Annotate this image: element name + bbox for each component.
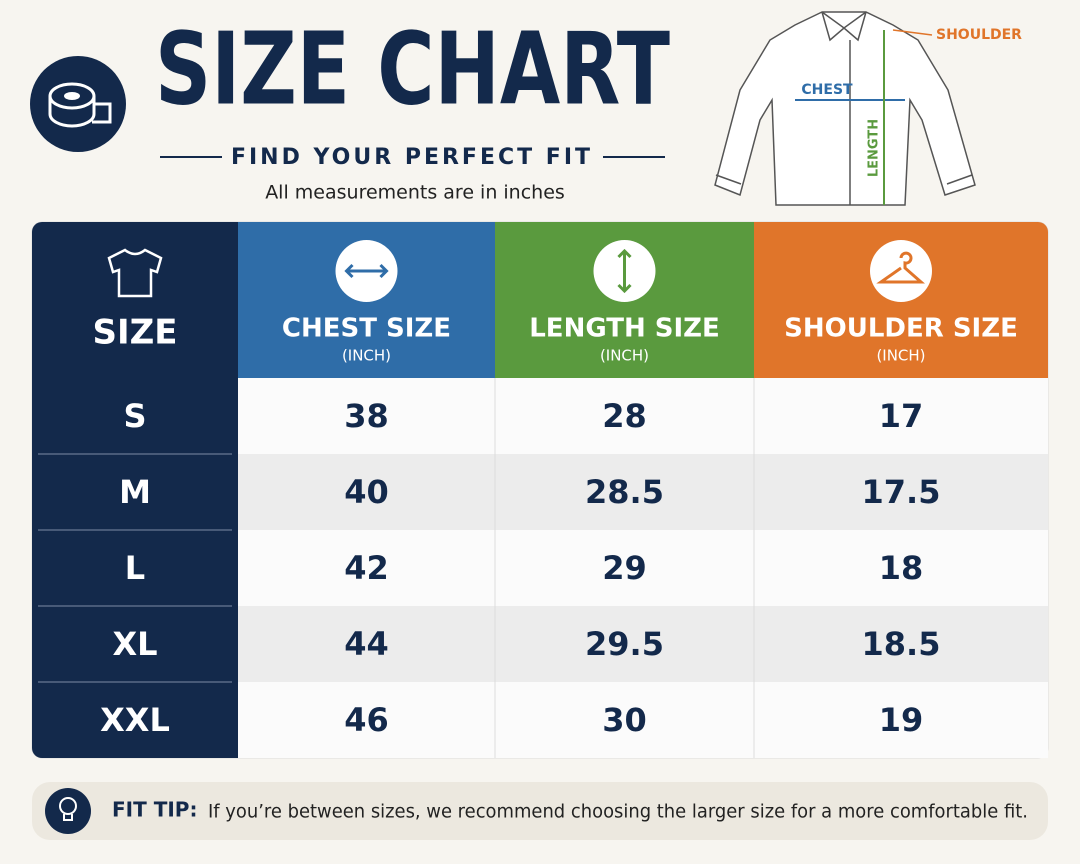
- table: SIZE CHEST SIZE (INCH) LENGTH SIZE (INCH) SHO…: [32, 222, 1048, 758]
- size-label: XL: [112, 625, 157, 663]
- cell-value: 46: [344, 701, 389, 739]
- row-bg: [238, 682, 1048, 758]
- cell-value: 17: [879, 397, 924, 435]
- column-title: SHOULDER SIZE: [784, 314, 1018, 344]
- size-label: S: [123, 397, 146, 435]
- column-title: LENGTH SIZE: [529, 314, 720, 344]
- size-label: XXL: [100, 701, 170, 739]
- shoulder-pointer: [892, 29, 933, 36]
- row-bg: [238, 530, 1048, 606]
- cell-value: 28: [602, 397, 647, 435]
- chest-label: CHEST: [801, 82, 853, 98]
- shoulder-label: SHOULDER: [936, 27, 1022, 43]
- cell-value: 18.5: [862, 625, 941, 663]
- cell-value: 29.5: [585, 625, 664, 663]
- cell-value: 19: [879, 701, 924, 739]
- title: SIZE CHART: [155, 10, 670, 127]
- header-icon-glyph: [344, 263, 389, 279]
- column-title: CHEST SIZE: [282, 314, 451, 344]
- note: All measurements are in inches: [265, 182, 565, 204]
- tip-label: FIT TIP:: [112, 798, 197, 822]
- cell-value: 40: [344, 473, 389, 511]
- subtitle: FIND YOUR PERFECT FIT: [231, 145, 593, 170]
- header-icon: [870, 240, 932, 302]
- column-title: SIZE: [92, 313, 177, 353]
- header-icon-glyph: [617, 248, 632, 294]
- cell-value: 30: [602, 701, 647, 739]
- header-icon-glyph: [876, 251, 925, 284]
- cell-value: 28.5: [585, 473, 664, 511]
- column-unit: (INCH): [600, 347, 649, 365]
- row-bg: [238, 606, 1048, 682]
- column-unit: (INCH): [342, 347, 391, 365]
- cell-value: 42: [344, 549, 389, 587]
- row-bg: [238, 378, 1048, 454]
- tip-box: [32, 782, 1048, 840]
- shirt-diagram: [714, 11, 976, 206]
- length-label: LENGTH: [867, 119, 882, 177]
- size-label: L: [125, 549, 145, 587]
- row-bg: [238, 454, 1048, 530]
- cell-value: 18: [879, 549, 924, 587]
- cell-value: 17.5: [862, 473, 941, 511]
- tip-text: If you’re between sizes, we recommend ch…: [208, 801, 1028, 823]
- size-label: M: [119, 473, 151, 511]
- column-unit: (INCH): [876, 347, 925, 365]
- cell-value: 29: [602, 549, 647, 587]
- shirt-icon: [107, 248, 163, 298]
- cell-value: 38: [344, 397, 389, 435]
- cell-value: 44: [344, 625, 389, 663]
- tape-icon: [30, 56, 126, 152]
- bulb-icon: [45, 788, 91, 834]
- size-column-bg: [32, 222, 238, 758]
